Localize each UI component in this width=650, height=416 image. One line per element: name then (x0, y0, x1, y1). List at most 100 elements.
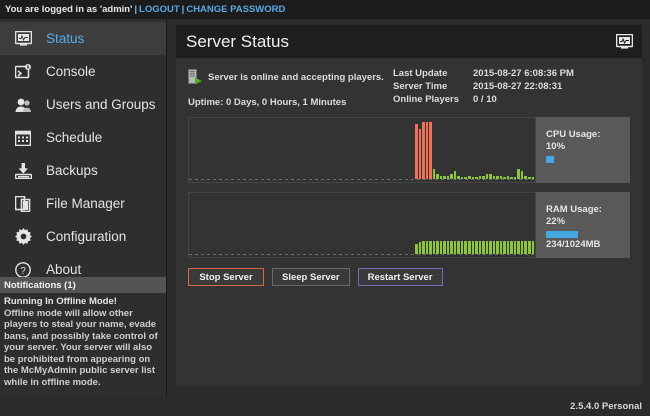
ram-usage-detail: 234/1024MB (546, 239, 601, 251)
cpu-usage-bar (546, 156, 582, 164)
chart-bar (513, 176, 517, 179)
sidebar-item-console[interactable]: Console (0, 55, 166, 88)
sidebar-item-label: Configuration (46, 228, 127, 244)
chart-baseline (189, 179, 535, 180)
ram-graph-block: RAM Usage: 22% 234/1024MB (188, 192, 630, 258)
chart-bar (446, 241, 450, 254)
chart-bar (485, 174, 489, 179)
main-content: Server Status Server is online and accep… (168, 19, 650, 397)
chart-bar (429, 241, 432, 254)
top-bar: You are logged in as 'admin' | LOGOUT | … (0, 0, 650, 19)
sidebar-item-label: About (46, 261, 82, 277)
cpu-usage-percent: 10% (546, 141, 566, 153)
version-label: 2.5.4.0 Personal (570, 401, 642, 412)
info-key: Last Update (393, 68, 448, 79)
cpu-bars (189, 119, 535, 179)
chart-bar (478, 176, 482, 179)
sidebar-item-backups[interactable]: Backups (0, 154, 166, 187)
question-icon: ? (12, 260, 34, 280)
sidebar-item-schedule[interactable]: Schedule (0, 121, 166, 154)
cpu-usage-label: CPU Usage: (546, 129, 601, 140)
monitor-icon (12, 29, 34, 49)
chart-bar (422, 121, 425, 179)
info-key: Online Players (393, 94, 460, 105)
chart-bar (499, 175, 503, 179)
chart-bar (450, 241, 453, 254)
monitor-icon[interactable] (615, 33, 633, 49)
chart-bar (485, 241, 489, 254)
chart-baseline (189, 254, 535, 255)
chart-bar (450, 173, 453, 179)
ram-bars (189, 194, 535, 254)
logout-link[interactable]: LOGOUT (139, 4, 180, 15)
chart-bar (517, 241, 520, 254)
notifications-panel: Notifications (1) Running In Offline Mod… (0, 277, 166, 393)
cpu-usage-box: CPU Usage: 10% (536, 117, 630, 183)
chart-bar (489, 241, 492, 254)
chart-bar (460, 241, 464, 254)
download-icon (12, 161, 34, 181)
chart-bar (467, 241, 471, 254)
sidebar-item-file-manager[interactable]: File Manager (0, 187, 166, 220)
chart-bar (453, 241, 457, 254)
chart-bar (418, 129, 422, 179)
footer: 2.5.4.0 Personal (0, 397, 650, 416)
chart-bar (506, 241, 510, 254)
page-title: Server Status (186, 31, 289, 51)
status-message: Server is online and accepting players. (208, 71, 384, 83)
chart-bar (446, 176, 450, 179)
ram-usage-label: RAM Usage: (546, 204, 602, 215)
chart-bar (429, 121, 432, 179)
chart-bar (432, 168, 436, 179)
sidebar-item-status[interactable]: Status (0, 22, 166, 55)
chart-bar (492, 176, 496, 179)
sidebar-item-users-and-groups[interactable]: Users and Groups (0, 88, 166, 121)
chart-bar (460, 176, 464, 179)
chart-bar (510, 241, 513, 254)
chart-bar (467, 175, 471, 179)
files-icon (12, 194, 34, 214)
chart-bar (443, 241, 446, 254)
sidebar-item-label: File Manager (46, 195, 125, 211)
chart-bar (503, 176, 506, 179)
chart-bar (453, 170, 457, 179)
info-value: 0 / 10 (473, 94, 497, 105)
chart-bar (425, 241, 429, 254)
users-icon (12, 95, 34, 115)
sidebar-item-configuration[interactable]: Configuration (0, 220, 166, 253)
console-icon (12, 62, 34, 82)
chart-bar (436, 241, 439, 254)
chart-bar (457, 241, 460, 254)
panel-header: Server Status (176, 25, 642, 58)
chart-bar (478, 241, 482, 254)
cpu-usage-bar-fill (546, 156, 554, 164)
cpu-graph-block: CPU Usage: 10% (188, 117, 630, 183)
chart-bar (464, 176, 467, 179)
ram-usage-bar-fill (546, 231, 578, 239)
chart-bar (513, 241, 517, 254)
stop-server-button[interactable]: Stop Server (188, 268, 264, 286)
uptime-text: Uptime: 0 Days, 0 Hours, 1 Minutes (188, 97, 347, 108)
sidebar-item-about[interactable]: ? About (0, 253, 166, 286)
chart-bar (464, 241, 467, 254)
change-password-link[interactable]: CHANGE PASSWORD (186, 4, 286, 15)
info-key: Server Time (393, 81, 448, 92)
chart-bar (439, 175, 443, 179)
topbar-separator-1: | (134, 4, 138, 15)
topbar-separator-2: | (181, 4, 185, 15)
chart-bar (425, 121, 429, 179)
panel-body: Server is online and accepting players. … (176, 58, 642, 286)
chart-bar (510, 176, 513, 179)
chart-bar (475, 241, 478, 254)
restart-server-button[interactable]: Restart Server (357, 268, 443, 286)
chart-bar (457, 176, 460, 179)
chart-bar (439, 241, 443, 254)
chart-bar (422, 241, 425, 254)
notifications-body: Running In Offline Mode! Offline mode wi… (0, 293, 166, 393)
sleep-server-button[interactable]: Sleep Server (272, 268, 350, 286)
sidebar-item-label: Users and Groups (46, 96, 156, 112)
info-row-server-time: Server Time 2015-08-27 22:08:31 (393, 81, 574, 93)
chart-bar (499, 241, 503, 254)
chart-bar (415, 243, 418, 254)
